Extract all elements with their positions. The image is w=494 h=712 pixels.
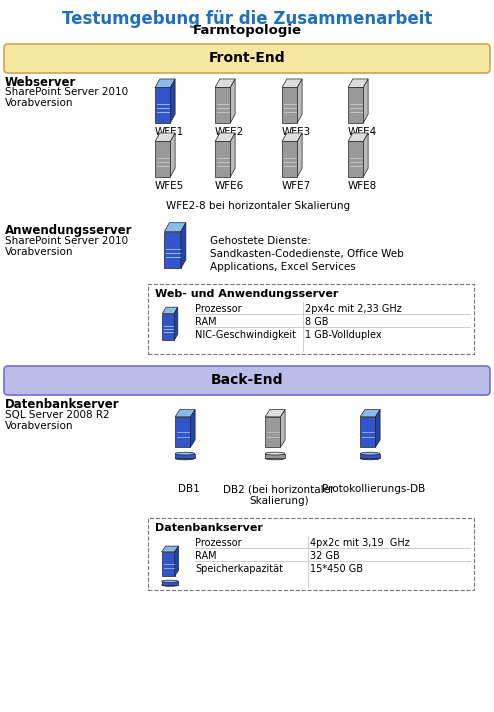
Polygon shape (282, 133, 302, 142)
Text: Prozessor: Prozessor (195, 538, 242, 548)
Ellipse shape (360, 452, 380, 455)
Polygon shape (155, 133, 175, 142)
Polygon shape (170, 133, 175, 177)
Ellipse shape (162, 584, 178, 586)
Polygon shape (174, 307, 178, 340)
Polygon shape (297, 133, 302, 177)
Polygon shape (165, 231, 181, 268)
Polygon shape (155, 142, 170, 177)
Polygon shape (348, 79, 368, 88)
Polygon shape (348, 142, 364, 177)
Text: WFE5: WFE5 (154, 181, 184, 191)
Text: WFE2: WFE2 (214, 127, 244, 137)
Text: Datenbankserver: Datenbankserver (5, 398, 120, 411)
Text: 1 GB-Vollduplex: 1 GB-Vollduplex (305, 330, 382, 340)
Polygon shape (162, 552, 174, 576)
Polygon shape (375, 409, 380, 447)
Text: 2px4c mit 2,33 GHz: 2px4c mit 2,33 GHz (305, 304, 402, 314)
Text: SQL Server 2008 R2: SQL Server 2008 R2 (5, 410, 110, 420)
Ellipse shape (265, 457, 285, 460)
Text: Webserver: Webserver (5, 76, 77, 89)
Text: Prozessor: Prozessor (195, 304, 242, 314)
Polygon shape (265, 409, 285, 417)
Bar (265, 454, 285, 459)
Polygon shape (297, 79, 302, 122)
Polygon shape (215, 142, 230, 177)
Text: 4px2c mit 3,19  GHz: 4px2c mit 3,19 GHz (310, 538, 410, 548)
Polygon shape (230, 133, 235, 177)
Text: WFE6: WFE6 (214, 181, 244, 191)
Text: DB2 (bei horizontaler
Skalierung): DB2 (bei horizontaler Skalierung) (223, 484, 335, 506)
Text: WFE3: WFE3 (282, 127, 311, 137)
Polygon shape (364, 133, 368, 177)
Polygon shape (282, 88, 297, 122)
Text: Vorabversion: Vorabversion (5, 98, 74, 108)
Polygon shape (155, 79, 175, 88)
Text: RAM: RAM (195, 317, 217, 327)
Bar (360, 454, 380, 459)
Text: SharePoint Server 2010: SharePoint Server 2010 (5, 236, 128, 246)
Ellipse shape (162, 580, 178, 582)
Text: SharePoint Server 2010: SharePoint Server 2010 (5, 87, 128, 97)
Polygon shape (170, 79, 175, 122)
Text: Datenbankserver: Datenbankserver (155, 523, 263, 533)
Text: 32 GB: 32 GB (310, 551, 340, 561)
Text: WFE4: WFE4 (347, 127, 376, 137)
Text: NIC-Geschwindigkeit: NIC-Geschwindigkeit (195, 330, 296, 340)
Text: RAM: RAM (195, 551, 217, 561)
Bar (162, 581, 178, 585)
Polygon shape (230, 79, 235, 122)
Text: Web- und Anwendungsserver: Web- und Anwendungsserver (155, 289, 338, 299)
Text: Vorabversion: Vorabversion (5, 247, 74, 257)
Polygon shape (163, 313, 174, 340)
Text: WFE1: WFE1 (154, 127, 184, 137)
Ellipse shape (265, 452, 285, 455)
Polygon shape (215, 88, 230, 122)
Polygon shape (181, 223, 186, 268)
Polygon shape (175, 417, 190, 447)
Polygon shape (282, 142, 297, 177)
Text: WFE8: WFE8 (347, 181, 376, 191)
Text: 8 GB: 8 GB (305, 317, 329, 327)
Text: Farmtopologie: Farmtopologie (193, 24, 301, 37)
Text: Gehostete Dienste:
Sandkasten-Codedienste, Office Web
Applications, Excel Servic: Gehostete Dienste: Sandkasten-Codedienst… (210, 236, 404, 273)
Polygon shape (174, 546, 178, 576)
Polygon shape (215, 79, 235, 88)
Polygon shape (155, 88, 170, 122)
Polygon shape (190, 409, 195, 447)
Polygon shape (360, 409, 380, 417)
Polygon shape (364, 79, 368, 122)
FancyBboxPatch shape (148, 284, 474, 354)
Text: WFE2-8 bei horizontaler Skalierung: WFE2-8 bei horizontaler Skalierung (166, 201, 350, 211)
FancyBboxPatch shape (148, 518, 474, 590)
Polygon shape (215, 133, 235, 142)
Polygon shape (360, 417, 375, 447)
Text: Vorabversion: Vorabversion (5, 421, 74, 431)
Text: Speicherkapazität: Speicherkapazität (195, 564, 283, 574)
Polygon shape (165, 223, 186, 231)
Polygon shape (282, 79, 302, 88)
Ellipse shape (175, 457, 195, 460)
Polygon shape (175, 409, 195, 417)
Polygon shape (348, 88, 364, 122)
Polygon shape (163, 307, 178, 313)
Polygon shape (162, 546, 178, 552)
Text: Testumgebung für die Zusammenarbeit: Testumgebung für die Zusammenarbeit (62, 10, 432, 28)
Text: Anwendungsserver: Anwendungsserver (5, 224, 132, 237)
Bar (175, 454, 195, 459)
Polygon shape (348, 133, 368, 142)
Ellipse shape (175, 452, 195, 455)
Text: Protokollierungs-DB: Protokollierungs-DB (323, 484, 426, 494)
FancyBboxPatch shape (4, 366, 490, 395)
Polygon shape (265, 417, 281, 447)
Ellipse shape (360, 457, 380, 460)
FancyBboxPatch shape (4, 44, 490, 73)
Text: Back-End: Back-End (211, 374, 283, 387)
Polygon shape (281, 409, 285, 447)
Text: 15*450 GB: 15*450 GB (310, 564, 363, 574)
Text: Front-End: Front-End (208, 51, 286, 66)
Text: DB1: DB1 (178, 484, 200, 494)
Text: WFE7: WFE7 (282, 181, 311, 191)
